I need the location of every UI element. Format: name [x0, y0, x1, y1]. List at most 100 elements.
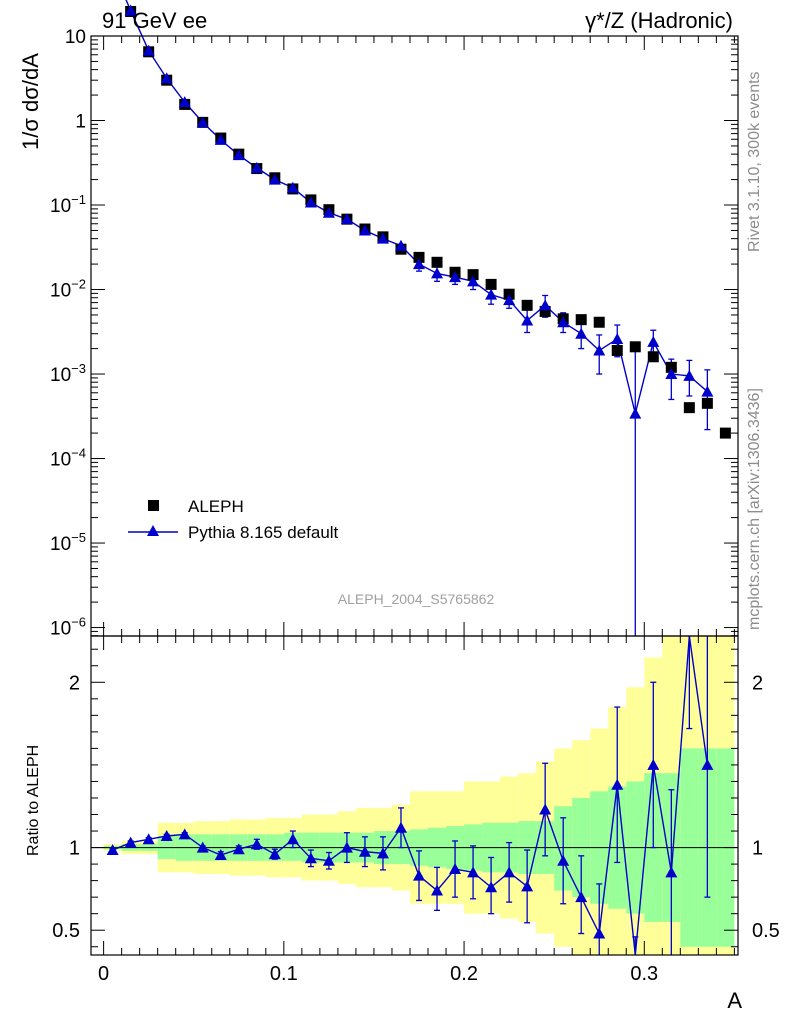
- main-y-tick-label: 10−6: [50, 615, 86, 640]
- mc-point: [268, 173, 281, 185]
- mc-point: [304, 196, 317, 208]
- ratio-point: [467, 866, 480, 878]
- mc-line: [125, 0, 708, 414]
- mc-point: [178, 96, 191, 108]
- mc-point: [286, 181, 299, 193]
- ratio-point: [611, 778, 624, 790]
- legend-mc-marker: [147, 525, 159, 536]
- ratio-point: [701, 758, 714, 770]
- ratio-panel: [91, 635, 738, 956]
- main-frame: [90, 35, 739, 637]
- ratio-point: [665, 866, 678, 878]
- mc-point: [250, 161, 263, 173]
- data-point: [701, 397, 713, 409]
- ratio-point: [539, 803, 552, 815]
- data-point: [575, 314, 587, 326]
- ratio-point: [160, 829, 173, 841]
- ratio-point: [593, 927, 606, 939]
- ratio-point: [521, 880, 534, 892]
- ratio-point: [376, 847, 389, 859]
- mcplots-source-label: mcplots.cern.ch [arXiv:1306.3436]: [746, 388, 763, 630]
- rivet-version-label: Rivet 3.1.10, 300k events: [746, 71, 763, 252]
- main-y-tick-label: 10: [65, 27, 86, 48]
- ratio-line: [112, 635, 709, 956]
- mc-point: [467, 275, 480, 287]
- ratio-y-axis-label: Ratio to ALEPH: [25, 745, 42, 856]
- mc-point: [214, 133, 227, 145]
- mc-point: [521, 314, 534, 326]
- data-point: [521, 299, 533, 311]
- mc-point: [413, 258, 426, 270]
- legend-data-label: ALEPH: [188, 497, 244, 516]
- data-point: [467, 269, 479, 281]
- main-panel: [124, 0, 731, 636]
- data-point: [413, 251, 425, 263]
- ratio-y-tick-label-right: 0.5: [752, 920, 780, 942]
- ratio-y-tick-label-right: 1: [752, 838, 763, 860]
- mc-point: [376, 232, 389, 244]
- mc-point: [683, 369, 696, 381]
- mc-point: [394, 239, 407, 251]
- ratio-point: [557, 854, 570, 866]
- mc-point: [611, 332, 624, 344]
- legend-mc-label: Pythia 8.165 default: [188, 523, 339, 542]
- ratio-point: [575, 891, 588, 903]
- main-y-tick-label: 10−3: [50, 361, 86, 386]
- ratio-point: [322, 854, 335, 866]
- ratio-point: [268, 848, 281, 860]
- ratio-point: [394, 821, 407, 833]
- ratio-point: [647, 758, 660, 770]
- data-point: [593, 316, 605, 328]
- ratio-point: [142, 833, 155, 845]
- ratio-point: [503, 866, 516, 878]
- mc-point: [593, 344, 606, 356]
- mc-point: [358, 224, 371, 236]
- axes: 10−6 10−5 10−4 10−3 10−2 10−1 1 10 0.5 0.5 1 1 2 2 0 0.…: [50, 27, 780, 985]
- header-right-label: γ*/Z (Hadronic): [585, 8, 733, 33]
- ratio-point: [286, 833, 299, 845]
- mc-point: [539, 299, 552, 311]
- data-point: [431, 256, 443, 268]
- mc-point: [665, 368, 678, 380]
- ratio-point: [214, 849, 227, 861]
- ratio-y-tick-label-left: 1: [69, 838, 80, 860]
- data-point: [629, 341, 641, 353]
- main-y-tick-label: 10−2: [50, 277, 86, 302]
- ratio-point: [106, 844, 119, 856]
- legend: ALEPH Pythia 8.165 default: [128, 497, 339, 542]
- ratio-point: [304, 852, 317, 864]
- ratio-point: [485, 881, 498, 893]
- ratio-point: [232, 843, 245, 855]
- mc-point: [575, 327, 588, 339]
- ratio-point: [413, 869, 426, 881]
- ratio-point: [340, 841, 353, 853]
- ratio-point: [358, 845, 371, 857]
- data-point: [539, 305, 551, 317]
- x-axis-label: A: [727, 988, 742, 1013]
- data-point: [611, 344, 623, 356]
- x-tick-label: 0: [98, 963, 109, 985]
- mc-point: [322, 206, 335, 218]
- mc-point: [485, 288, 498, 300]
- ratio-point: [196, 841, 209, 853]
- main-y-tick-label: 1: [75, 112, 86, 133]
- data-point: [719, 427, 731, 439]
- mc-point: [142, 44, 155, 56]
- ratio-point: [250, 838, 263, 850]
- ratio-point: [449, 863, 462, 875]
- mc-point: [431, 267, 444, 279]
- main-y-tick-label: 10−5: [50, 530, 86, 555]
- x-tick-label: 0.1: [270, 963, 298, 985]
- ratio-y-tick-label-right: 2: [752, 672, 763, 694]
- header-left-label: 91 GeV ee: [102, 8, 207, 33]
- main-y-tick-label: 10−1: [50, 192, 86, 217]
- mc-point: [629, 407, 642, 419]
- mc-point: [449, 271, 462, 283]
- ratio-point: [178, 828, 191, 840]
- mc-point: [340, 213, 353, 225]
- data-point: [683, 402, 695, 414]
- data-point: [647, 351, 659, 363]
- data-point: [665, 361, 677, 373]
- mc-point: [232, 149, 245, 161]
